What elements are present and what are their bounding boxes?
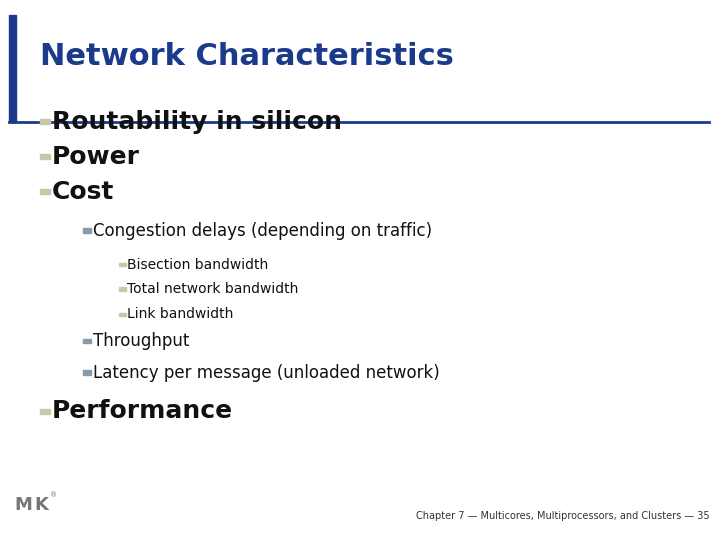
- Text: Chapter 7 — Multicores, Multiprocessors, and Clusters — 35: Chapter 7 — Multicores, Multiprocessors,…: [415, 511, 709, 521]
- Text: ®: ®: [50, 492, 58, 498]
- Text: Performance: Performance: [52, 400, 233, 423]
- Text: M: M: [14, 496, 32, 514]
- Text: Bisection bandwidth: Bisection bandwidth: [127, 258, 268, 272]
- Text: Total network bandwidth: Total network bandwidth: [127, 282, 298, 296]
- Text: K: K: [35, 496, 48, 514]
- Text: Congestion delays (depending on traffic): Congestion delays (depending on traffic): [93, 221, 432, 240]
- Text: Network Characteristics: Network Characteristics: [40, 42, 454, 71]
- Text: Cost: Cost: [52, 180, 114, 204]
- Text: Link bandwidth: Link bandwidth: [127, 307, 233, 321]
- Text: Latency per message (unloaded network): Latency per message (unloaded network): [93, 363, 440, 382]
- Text: Power: Power: [52, 145, 140, 168]
- Text: Routability in silicon: Routability in silicon: [52, 110, 342, 133]
- Text: Throughput: Throughput: [93, 332, 189, 350]
